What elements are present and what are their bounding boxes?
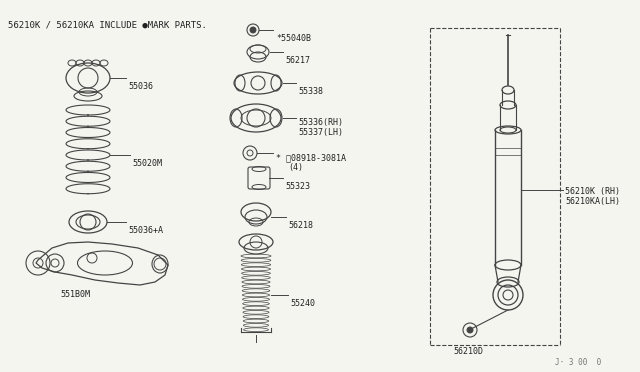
Text: 56210KA(LH): 56210KA(LH) — [565, 197, 620, 206]
Text: 56210K / 56210KA INCLUDE ●MARK PARTS.: 56210K / 56210KA INCLUDE ●MARK PARTS. — [8, 20, 207, 29]
Text: * ⓔ08918-3081A: * ⓔ08918-3081A — [276, 153, 346, 162]
Text: 55020M: 55020M — [132, 159, 162, 168]
Text: 55240: 55240 — [290, 299, 315, 308]
Text: 56210D: 56210D — [453, 347, 483, 356]
Text: 551B0M: 551B0M — [60, 290, 90, 299]
Text: 55337(LH): 55337(LH) — [298, 128, 343, 137]
Text: 55036+A: 55036+A — [128, 226, 163, 235]
Text: 55338: 55338 — [298, 87, 323, 96]
Circle shape — [250, 27, 256, 33]
Text: 56210K (RH): 56210K (RH) — [565, 187, 620, 196]
Text: 56217: 56217 — [285, 56, 310, 65]
Text: 55323: 55323 — [285, 182, 310, 191]
Text: (4): (4) — [288, 163, 303, 172]
Text: J· 3 00  0: J· 3 00 0 — [555, 358, 601, 367]
Text: *55040B: *55040B — [276, 34, 311, 43]
Text: 56218: 56218 — [288, 221, 313, 230]
Text: 55036: 55036 — [128, 82, 153, 91]
Circle shape — [467, 327, 473, 333]
Text: 55336(RH): 55336(RH) — [298, 118, 343, 127]
